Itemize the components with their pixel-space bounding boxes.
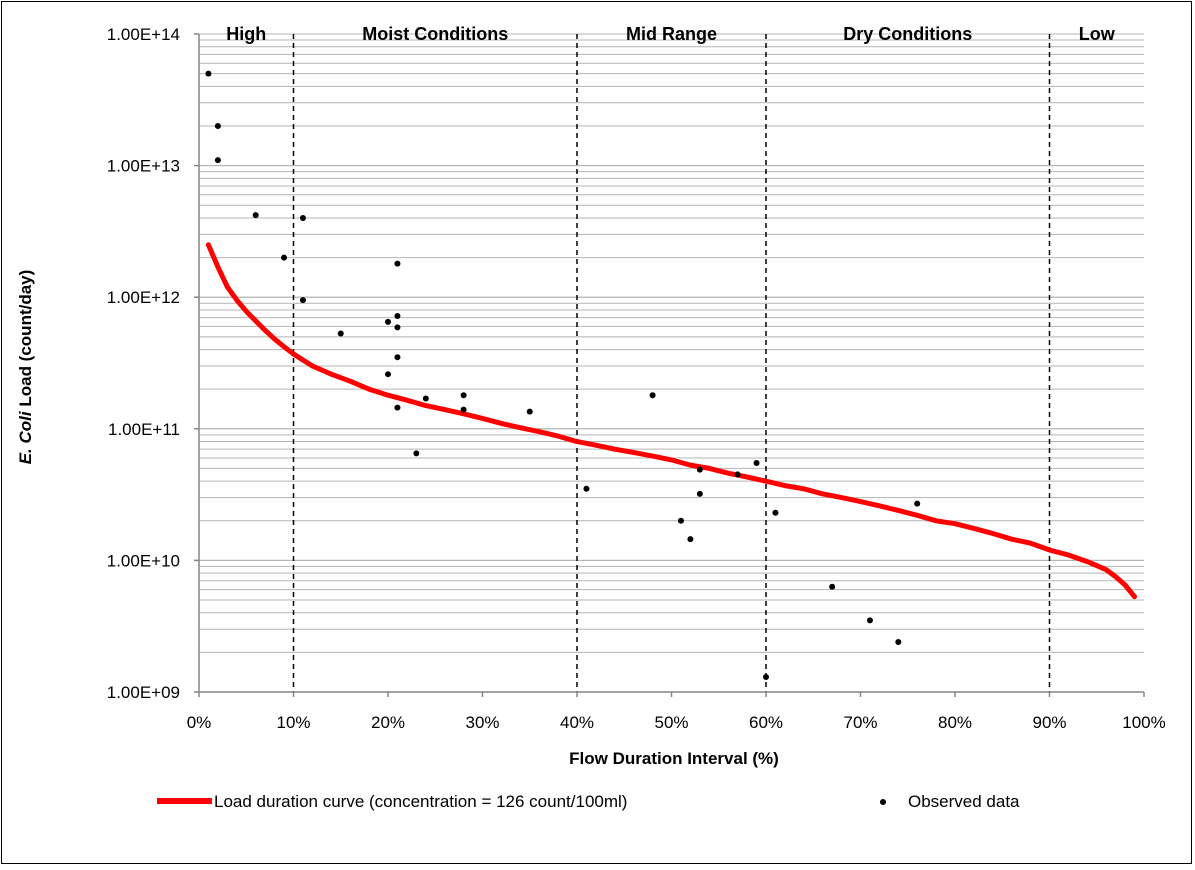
x-tick-label: 90% <box>1032 713 1066 732</box>
observed-data-point <box>214 157 221 164</box>
y-tick-label: 1.00E+10 <box>107 551 180 570</box>
observed-data-point <box>394 260 401 267</box>
x-tick-label: 60% <box>749 713 783 732</box>
legend-label-observed-data: Observed data <box>908 792 1020 811</box>
x-tick-label: 80% <box>938 713 972 732</box>
observed-data-point <box>299 297 306 304</box>
observed-data-point <box>914 500 921 507</box>
data-series <box>205 70 1137 681</box>
y-axis-title-italic: E. Coli <box>16 410 35 464</box>
x-tick-label: 40% <box>560 713 594 732</box>
observed-data-point <box>299 214 306 221</box>
legend-dot-swatch <box>880 799 886 805</box>
observed-data-point <box>460 392 467 399</box>
observed-data-point <box>394 354 401 361</box>
zone-label: High <box>226 24 266 44</box>
axes <box>194 33 1145 697</box>
load-duration-curve <box>205 242 1137 600</box>
y-tick-label: 1.00E+12 <box>107 288 180 307</box>
observed-data-point <box>214 122 221 129</box>
observed-data-point <box>763 674 769 681</box>
observed-data-point <box>394 312 401 319</box>
y-tick-label: 1.00E+09 <box>107 683 180 702</box>
observed-data-point <box>583 485 590 492</box>
observed-data-point <box>385 318 391 325</box>
zone-boundaries <box>292 34 1051 692</box>
observed-data-point <box>687 536 694 543</box>
zone-label: Moist Conditions <box>362 24 508 44</box>
observed-data-point <box>866 617 873 624</box>
legend-label-load-duration-curve: Load duration curve (concentration = 126… <box>214 792 627 811</box>
y-axis-title-rest: Load (count/day) <box>16 270 35 412</box>
legend: Load duration curve (concentration = 126… <box>157 792 1020 811</box>
x-tick-label: 30% <box>465 713 499 732</box>
y-tick-label: 1.00E+13 <box>107 157 180 176</box>
observed-data-point <box>460 406 467 413</box>
y-tick-label: 1.00E+11 <box>108 420 180 439</box>
x-tick-label: 50% <box>654 713 688 732</box>
observed-data-point <box>696 466 703 473</box>
y-axis-title: E. Coli Load (count/day) <box>16 270 35 465</box>
observed-data-point <box>895 638 902 645</box>
zone-labels: High Moist Conditions Mid Range Dry Conditi… <box>226 24 1115 44</box>
x-axis-title: Flow Duration Interval (%) <box>569 749 779 768</box>
observed-data-point <box>413 450 420 457</box>
observed-data-point <box>829 583 836 590</box>
observed-data-point <box>422 395 429 402</box>
observed-data-point <box>394 324 401 331</box>
tick-labels: 0% 10% 20% 30% 40% 50% 60% 70% 80% 90% 100% 1.00E+0… <box>107 25 1166 732</box>
x-tick-label: 20% <box>371 713 405 732</box>
x-tick-label: 10% <box>276 713 310 732</box>
observed-data-point <box>205 70 212 77</box>
observed-data-point <box>385 371 391 378</box>
observed-data-point <box>526 408 533 415</box>
observed-data-point <box>337 330 344 337</box>
x-tick-label: 0% <box>187 713 212 732</box>
observed-data-point <box>281 254 288 261</box>
y-tick-label: 1.00E+14 <box>107 25 180 44</box>
observed-data-point <box>772 509 779 516</box>
zone-label: Dry Conditions <box>843 24 972 44</box>
observed-data-point <box>394 404 401 411</box>
x-tick-label: 70% <box>843 713 877 732</box>
observed-data-point <box>734 471 741 478</box>
zone-label: Mid Range <box>626 24 717 44</box>
observed-data-point <box>753 459 760 466</box>
observed-data-point <box>649 392 656 399</box>
observed-data-point <box>696 490 703 497</box>
zone-label: Low <box>1079 24 1116 44</box>
observed-data-point <box>677 517 684 524</box>
grid-layer <box>199 33 1144 693</box>
x-tick-label: 100% <box>1122 713 1165 732</box>
observed-data-point <box>252 212 259 219</box>
